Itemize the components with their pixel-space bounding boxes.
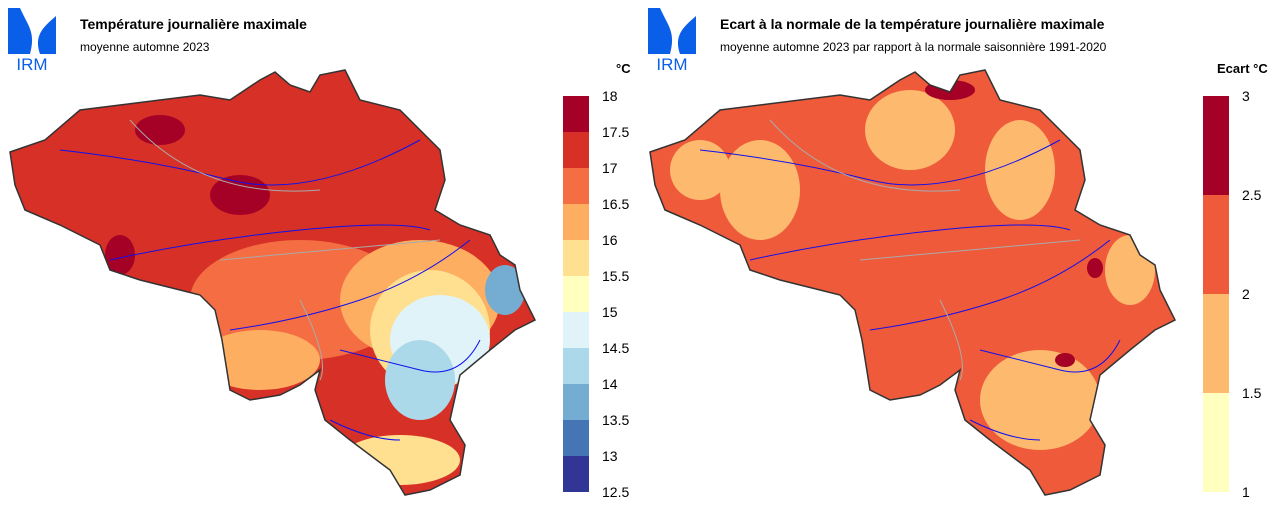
legend-swatch [563,96,589,132]
map-subtitle: moyenne automne 2023 [80,40,210,54]
value-zone [340,435,460,485]
map-subtitle: moyenne automne 2023 par rapport à la no… [720,40,1107,54]
province-border [129,119,321,192]
province-border [939,299,963,381]
legend-swatch [563,132,589,168]
river [229,239,471,331]
legend-tick: 13.5 [602,412,630,428]
value-zone [210,175,270,215]
legend-tick: 2.5 [1242,187,1262,203]
province-border [219,239,441,261]
legend-tick: 17.5 [602,124,630,140]
legend-tick: 3 [1242,88,1250,104]
river [699,139,1061,186]
river [339,339,481,373]
value-zone [720,140,800,240]
river [969,419,1041,441]
value-zone [105,235,135,275]
legend-swatch [1203,294,1229,393]
value-zone [925,80,975,100]
color-legend [563,96,589,492]
legend-swatch [1203,195,1229,294]
belgium-map [9,69,537,496]
river [59,139,421,186]
svg-text:IRM: IRM [656,55,687,72]
value-zone [980,350,1100,450]
legend-tick: 1 [1242,484,1250,500]
legend-swatch [1203,96,1229,195]
river [869,239,1111,331]
map-title: Température journalière maximale [80,16,307,32]
province-border [859,239,1081,261]
province-border [299,299,323,381]
max-temperature-panel: IRM Température journalière maximale moy… [8,8,631,500]
legend-unit: Ecart °C [1217,61,1268,76]
legend-swatch [563,348,589,384]
legend-tick: 17 [602,160,618,176]
legend-swatch [563,456,589,492]
legend-tick: 16.5 [602,196,630,212]
belgium-map [649,69,1177,496]
legend-swatch [563,384,589,420]
value-zone [135,115,185,145]
legend-swatch [563,204,589,240]
legend-tick: 16 [602,232,618,248]
legend-tick: 15.5 [602,268,630,284]
irm-logo: IRM [648,8,696,72]
legend-swatch [563,168,589,204]
legend-tick: 14.5 [602,340,630,356]
legend-swatch [563,276,589,312]
legend-tick: 12.5 [602,484,630,500]
value-zone [1087,258,1103,278]
legend-tick: 13 [602,448,618,464]
value-zone [1105,235,1155,305]
province-border [769,119,961,192]
country-border [9,69,537,496]
irm-logo: IRM [8,8,56,72]
river [109,224,431,261]
value-zone [985,120,1055,220]
value-zone [485,265,525,315]
river [979,339,1121,373]
value-zone [670,140,730,200]
legend-tick: 15 [602,304,618,320]
legend-unit: °C [616,61,631,76]
value-zone [385,340,455,420]
value-zone [200,330,320,390]
river [749,224,1071,261]
legend-swatch [563,240,589,276]
svg-text:IRM: IRM [16,55,47,72]
legend-tick: 2 [1242,286,1250,302]
value-zone [1055,353,1075,367]
country-border [649,69,1177,496]
legend-tick: 14 [602,376,618,392]
legend-tick: 18 [602,88,618,104]
legend-swatch [563,312,589,348]
legend-swatch [563,420,589,456]
temperature-anomaly-panel: IRM Ecart à la normale de la température… [640,0,1280,507]
legend-swatch [1203,393,1229,492]
value-zone [865,90,955,170]
legend-tick: 1.5 [1242,385,1262,401]
map-title: Ecart à la normale de la température jou… [720,16,1105,32]
color-legend [1203,96,1229,492]
river [329,419,401,441]
